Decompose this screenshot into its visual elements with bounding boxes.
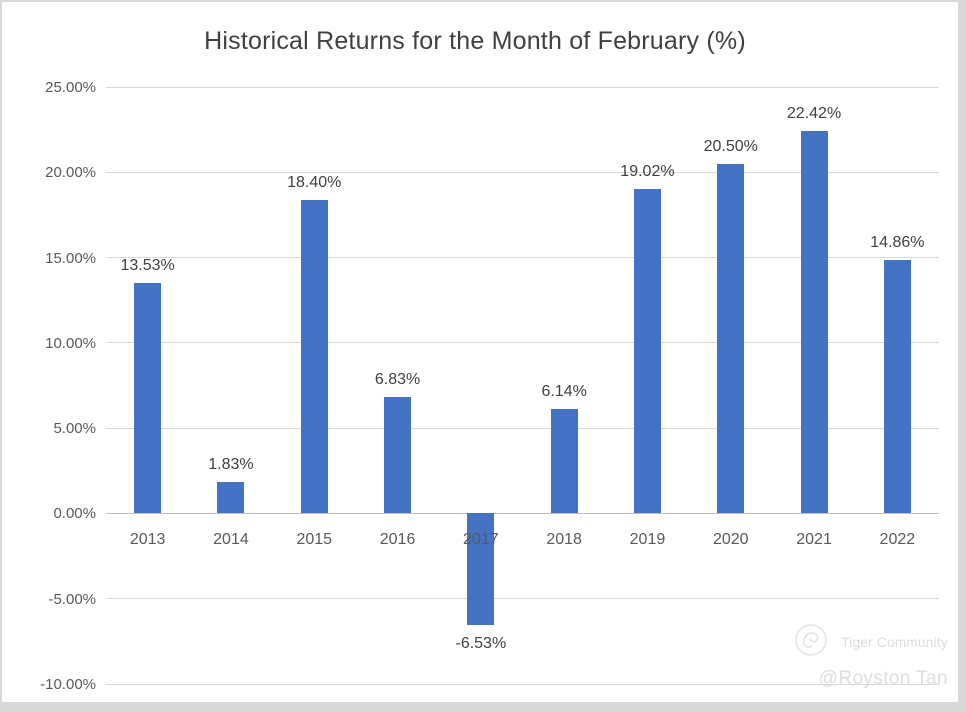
y-tick-label: -5.00% — [48, 590, 96, 608]
watermark-row: Tiger Community — [791, 620, 948, 665]
bar-2020 — [717, 163, 745, 514]
bar-2013 — [134, 282, 162, 514]
y-tick-label: 20.00% — [45, 164, 96, 182]
y-tick-label: 10.00% — [45, 334, 96, 352]
data-label-2017: -6.53% — [455, 634, 507, 652]
y-tick-label: -10.00% — [40, 676, 96, 693]
x-tick-label-2016: 2016 — [379, 531, 416, 549]
plot-area: 25.00% 20.00% 15.00% 10.00% 5.00% 0.00% -5.00%… — [2, 2, 958, 702]
gridline — [106, 342, 939, 344]
data-label-2015: 18.40% — [287, 173, 342, 191]
gridline — [106, 86, 939, 88]
gridline — [106, 171, 939, 173]
watermark-author-label: @Royston Tan — [818, 668, 948, 689]
tiger-logo-icon — [791, 620, 831, 665]
x-tick-label-2014: 2014 — [213, 531, 249, 549]
y-tick-label: 0.00% — [53, 505, 96, 523]
bar-2015 — [300, 199, 328, 514]
data-label-2022: 14.86% — [870, 233, 925, 251]
data-label-2013: 13.53% — [120, 256, 175, 274]
bar-2021 — [800, 131, 828, 514]
data-label-2018: 6.14% — [541, 382, 587, 400]
gridline — [106, 257, 939, 259]
gridline — [106, 598, 939, 600]
y-tick-label: 25.00% — [45, 79, 96, 96]
x-tick-label-2018: 2018 — [546, 531, 582, 549]
y-tick-label: 5.00% — [53, 420, 96, 438]
watermark: Tiger Community @Royston Tan — [791, 620, 948, 690]
watermark-community-label: Tiger Community — [841, 635, 948, 650]
y-tick-label: 15.00% — [45, 249, 96, 267]
x-axis-line — [106, 512, 939, 514]
x-tick-label-2017: 2017 — [463, 531, 499, 549]
x-tick-label-2021: 2021 — [796, 531, 832, 549]
bar-2014 — [217, 482, 245, 514]
data-label-2020: 20.50% — [703, 137, 758, 155]
gridline — [106, 683, 939, 685]
bar-2017 — [467, 513, 495, 625]
x-tick-label-2019: 2019 — [629, 531, 666, 549]
bar-2019 — [633, 189, 661, 514]
chart-card: Historical Returns for the Month of Febr… — [2, 2, 958, 702]
data-label-2014: 1.83% — [208, 456, 254, 474]
data-label-2016: 6.83% — [374, 370, 421, 388]
x-tick-label-2013: 2013 — [129, 531, 166, 549]
data-label-2019: 19.02% — [620, 163, 675, 180]
bar-2016 — [384, 396, 412, 514]
bar-2018 — [550, 408, 578, 514]
x-tick-label-2022: 2022 — [879, 531, 916, 549]
data-label-2021: 22.42% — [786, 105, 842, 122]
gridline — [106, 427, 939, 429]
chart-title: Historical Returns for the Month of Febr… — [204, 27, 746, 55]
x-tick-label-2015: 2015 — [296, 531, 333, 549]
x-tick-label-2020: 2020 — [712, 531, 749, 549]
bar-2022 — [883, 259, 911, 514]
